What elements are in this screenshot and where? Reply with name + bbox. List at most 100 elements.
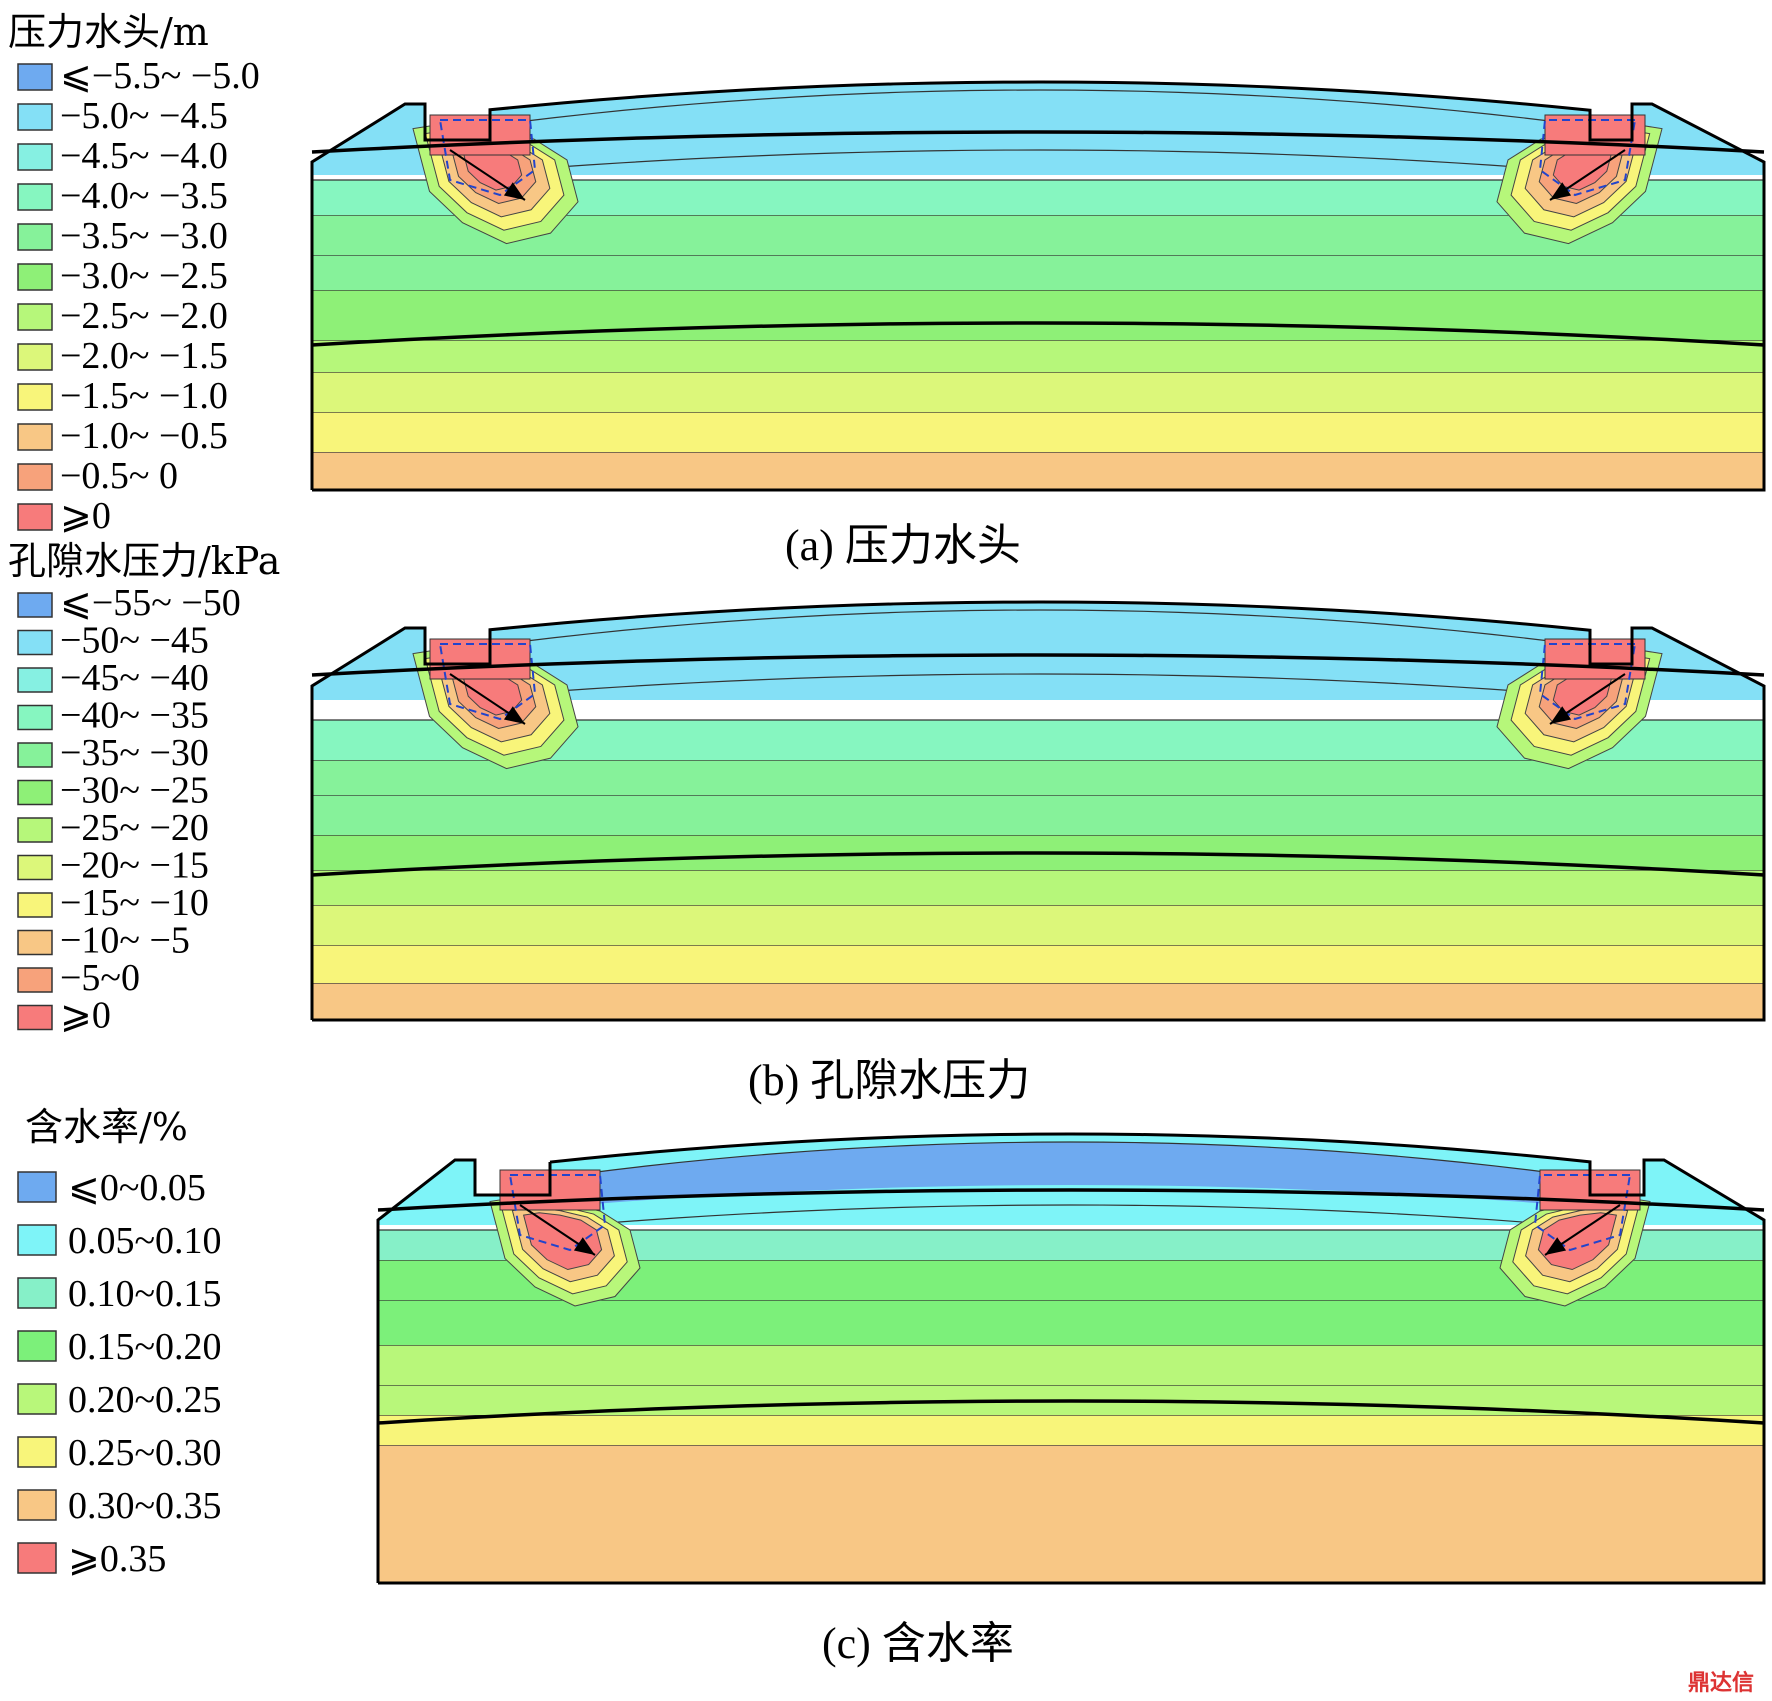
legend-swatch (17, 854, 53, 881)
legend-swatch (17, 1224, 57, 1256)
hotspot-contour (522, 1212, 603, 1271)
contour-line (519, 609, 1561, 643)
contour-band (312, 372, 1764, 412)
contour-line (377, 1399, 1765, 1425)
legend-label: −3.5~ −3.0 (60, 215, 228, 257)
legend-label: ⩾0.35 (68, 1538, 166, 1580)
contour-plot-c (376, 1132, 1766, 1585)
contour-band (312, 180, 1764, 215)
legend-label: 0.30~0.35 (68, 1485, 222, 1527)
contour-band (312, 983, 1764, 1020)
legend-label: ⩾0 (60, 495, 111, 537)
legend-label: −4.0~ −3.5 (60, 175, 228, 217)
legend-label: −2.5~ −2.0 (60, 295, 228, 337)
contour-plot-b (310, 600, 1766, 1022)
legend-swatch (17, 1383, 57, 1415)
legend-swatch (17, 503, 53, 531)
contour-band (312, 255, 1764, 290)
arrow-head (1550, 706, 1572, 724)
legend-label: ⩽−5.5~ −5.0 (60, 55, 260, 97)
contour-line (439, 643, 537, 721)
hot-zone (1544, 638, 1646, 680)
legend-swatch (17, 817, 53, 843)
legend-label: −10~ −5 (60, 920, 190, 962)
arrow-head (503, 706, 525, 724)
contour-band (378, 1230, 1764, 1260)
legend-label: 0.25~0.30 (68, 1432, 222, 1474)
hot-zone (429, 114, 531, 156)
legend-swatch (17, 629, 53, 656)
hot-zone (1544, 114, 1646, 156)
contour-band (378, 1260, 1764, 1300)
legend-label: ⩽0~0.05 (68, 1167, 206, 1209)
contour-band (312, 795, 1764, 835)
legend-swatch (17, 892, 53, 918)
hotspot-contour (1537, 1212, 1618, 1271)
contour-band (312, 340, 1764, 372)
contour-plot-a (310, 80, 1766, 492)
legend-swatch (17, 263, 53, 291)
contour-line (377, 1188, 1765, 1212)
legend-b: 孔隙水压力/kPa ⩽−55~ −50−50~ −45−45~ −40−40~ … (8, 539, 280, 1037)
legend-label: −5.0~ −4.5 (60, 95, 228, 137)
contour-line (311, 130, 1765, 154)
legend-label: 0.20~0.25 (68, 1379, 222, 1421)
legend-label: 0.05~0.10 (68, 1220, 222, 1262)
contour-line (519, 89, 1561, 123)
legend-label: −3.0~ −2.5 (60, 255, 228, 297)
legend-title-a: 压力水头/m (8, 10, 209, 54)
contour-band (312, 412, 1764, 452)
contour-line (579, 1141, 1561, 1175)
arrow-head (503, 182, 525, 200)
legend-swatch (17, 704, 53, 731)
legend-label: −25~ −20 (60, 807, 209, 849)
contour-line (311, 653, 1765, 677)
contour-band (312, 870, 1764, 905)
caption-c: (c) 含水率 (822, 1619, 1014, 1668)
legend-swatch (17, 63, 53, 91)
panel-b: 孔隙水压力/kPa ⩽−55~ −50−50~ −45−45~ −40−40~ … (8, 539, 1766, 1105)
contour-line (1538, 119, 1636, 197)
contour-band (378, 1345, 1764, 1385)
contour-line (311, 851, 1765, 877)
watermark: 鼎达信 (1688, 1670, 1754, 1696)
contour-line (509, 1174, 607, 1252)
contour-line (1533, 1174, 1631, 1252)
legend-swatch (17, 592, 53, 618)
legend-swatch (17, 103, 53, 131)
legend-swatch (17, 967, 53, 993)
contour-line (310, 80, 1766, 492)
panel-c: 含水率/% ⩽0~0.05 0.05~0.10 0.10~0.15 0.15~0.20… (17, 1105, 1766, 1668)
contour-line (579, 1204, 1561, 1226)
legend-label: −1.0~ −0.5 (60, 415, 228, 457)
legend-label: −5~0 (60, 957, 140, 999)
contour-band (312, 905, 1764, 945)
legend-swatch (17, 183, 53, 211)
legend-swatch (17, 1277, 57, 1309)
legend-swatch (17, 1436, 57, 1468)
legend-swatch (17, 1330, 57, 1362)
contour-band (378, 1300, 1764, 1345)
arrow-head (573, 1237, 595, 1255)
legend-c: 含水率/% ⩽0~0.05 0.05~0.10 0.10~0.15 0.15~0.20… (17, 1105, 222, 1580)
contour-line (310, 600, 1766, 1022)
legend-label: −15~ −10 (60, 882, 209, 924)
legend-swatch (17, 303, 53, 331)
contour-band (520, 90, 1560, 151)
caption-b: (b) 孔隙水压力 (748, 1056, 1030, 1105)
legend-label: 0.15~0.20 (68, 1326, 222, 1368)
legend-label: ⩾0 (60, 995, 111, 1037)
legend-label: −4.5~ −4.0 (60, 135, 228, 177)
legend-label: ⩽−55~ −50 (60, 582, 241, 624)
legend-swatch (17, 343, 53, 371)
legend-label: −35~ −30 (60, 732, 209, 774)
legend-swatch (17, 223, 53, 251)
legend-title-b: 孔隙水压力/kPa (8, 539, 280, 583)
legend-swatch (17, 1171, 57, 1203)
legend-swatch (17, 779, 53, 806)
legend-swatch (17, 143, 53, 171)
legend-label: −20~ −15 (60, 845, 209, 887)
contour-line (311, 321, 1765, 347)
legend-label: −40~ −35 (60, 695, 209, 737)
contour-band (312, 760, 1764, 795)
